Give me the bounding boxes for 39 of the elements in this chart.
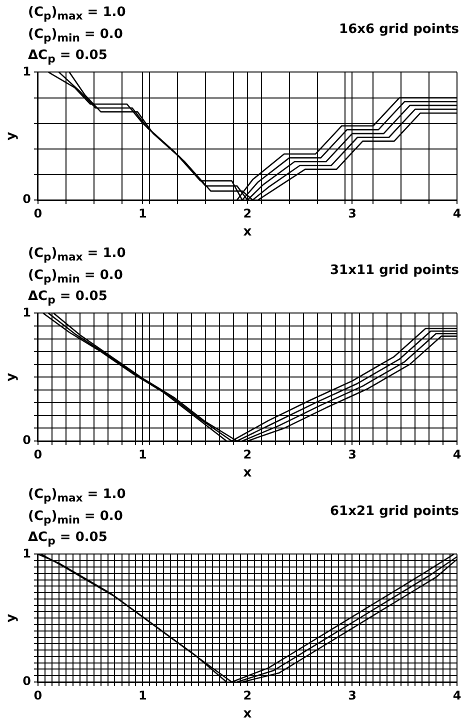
- y-tick-label: 1: [22, 546, 31, 560]
- x-tick-label: 0: [34, 447, 42, 462]
- text: (C$_{p}$)$_{max}$ = 1.0: [28, 245, 126, 266]
- x-tick-label: 0: [34, 688, 42, 702]
- x-tick-label: 4: [452, 688, 462, 702]
- text: (C$_{p}$)$_{max}$ = 1.0: [28, 486, 126, 507]
- chart-title: 31x11 grid points: [330, 263, 459, 278]
- x-tick-label: 1: [138, 206, 147, 220]
- x-axis-title: x: [243, 224, 252, 240]
- x-tick-label: 1: [138, 447, 147, 462]
- x-tick-label: 3: [348, 688, 356, 702]
- y-tick-label: 1: [22, 64, 31, 78]
- x-tick-label: 3: [348, 447, 356, 462]
- x-tick-label: 2: [243, 688, 252, 702]
- y-tick-label: 0: [22, 674, 31, 688]
- x-tick-label: 0: [34, 206, 42, 220]
- x-tick-label: 3: [348, 206, 356, 220]
- y-axis-title: y: [4, 372, 20, 382]
- text: (C$_{p}$)$_{min}$ = 0.0: [28, 508, 124, 528]
- y-axis-title: y: [4, 131, 20, 140]
- y-axis-title: y: [4, 613, 20, 622]
- text: (C$_{p}$)$_{min}$ = 0.0: [28, 266, 124, 288]
- chart-title: 61x21 grid points: [330, 504, 459, 519]
- x-tick-label: 2: [243, 447, 252, 462]
- text: ΔC$_{p}$ = 0.05: [28, 289, 108, 307]
- y-tick-label: 1: [22, 305, 31, 320]
- text: ΔC$_{p}$ = 0.05: [28, 530, 108, 548]
- x-tick-label: 4: [452, 206, 462, 220]
- text: (C$_{p}$)$_{min}$ = 0.0: [28, 26, 124, 46]
- x-tick-label: 2: [243, 206, 252, 220]
- x-tick-label: 4: [452, 447, 462, 462]
- y-tick-label: 0: [22, 192, 31, 206]
- x-tick-label: 1: [138, 688, 147, 702]
- x-axis-title: x: [243, 706, 252, 722]
- text: ΔC$_{p}$ = 0.05: [28, 48, 108, 66]
- y-tick-label: 0: [22, 433, 31, 448]
- x-axis-title: x: [243, 466, 252, 481]
- text: (C$_{p}$)$_{max}$ = 1.0: [28, 4, 126, 25]
- chart-title: 16x6 grid points: [339, 22, 459, 37]
